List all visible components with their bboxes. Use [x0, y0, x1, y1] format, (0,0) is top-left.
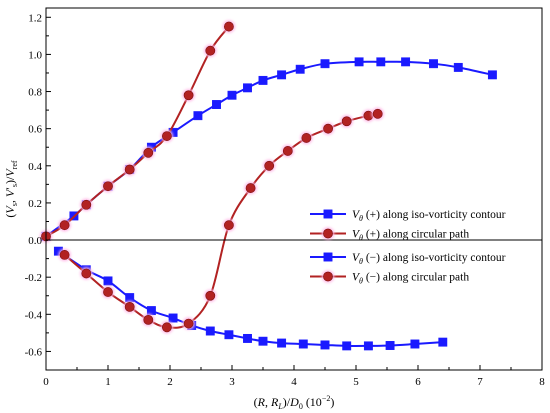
square-marker — [410, 339, 420, 349]
y-tick-label: 0.8 — [28, 87, 42, 99]
plot-frame — [45, 7, 543, 371]
square-marker — [103, 276, 113, 286]
circle-marker — [59, 220, 70, 231]
legend-marker — [323, 209, 333, 219]
circle-marker — [183, 318, 194, 329]
x-tick-label: 3 — [229, 376, 235, 388]
series-line — [45, 25, 230, 238]
circle-marker — [81, 199, 92, 210]
x-tick-label: 2 — [167, 376, 173, 388]
circle-marker — [282, 146, 293, 156]
square-marker — [277, 70, 287, 80]
circle-marker — [264, 160, 275, 171]
legend-label: Vθ (+) along iso-vorticity contour — [352, 209, 506, 223]
square-marker — [342, 341, 352, 351]
square-marker — [146, 306, 156, 316]
square-marker — [243, 333, 252, 343]
y-tick-label: 0.4 — [28, 161, 42, 173]
circle-marker — [323, 123, 333, 134]
x-tick-label: 8 — [539, 376, 545, 388]
x-tick-label: 7 — [477, 376, 483, 388]
circle-marker — [183, 90, 194, 101]
circle-marker — [223, 21, 234, 32]
square-marker — [363, 341, 373, 351]
square-marker — [295, 64, 305, 74]
square-marker — [227, 90, 237, 100]
square-marker — [376, 57, 386, 67]
square-marker — [258, 336, 268, 346]
circle-marker — [103, 181, 113, 192]
legend-entry: Vθ (−) along circular path — [310, 270, 469, 286]
square-marker — [168, 313, 178, 323]
square-marker — [320, 340, 330, 350]
legend-marker — [323, 271, 333, 282]
y-tick-label: -0.6 — [25, 346, 43, 358]
square-marker — [125, 293, 135, 303]
circle-marker — [59, 250, 70, 260]
legend-label: Vθ (−) along iso-vorticity contour — [352, 252, 506, 266]
legend-label: Vθ (−) along circular path — [352, 272, 469, 286]
square-marker — [258, 75, 268, 85]
circle-marker — [161, 131, 172, 141]
circle-marker — [81, 268, 92, 279]
square-marker — [205, 326, 215, 336]
y-tick-label: -0.2 — [25, 272, 42, 284]
square-marker — [212, 100, 221, 109]
circle-marker — [223, 220, 234, 231]
circle-marker — [205, 45, 216, 56]
legend-marker — [323, 252, 333, 262]
square-marker — [438, 337, 448, 347]
square-marker — [429, 59, 438, 69]
circle-marker — [161, 322, 172, 333]
square-marker — [401, 57, 411, 67]
square-marker — [193, 111, 203, 121]
x-tick-label: 0 — [43, 376, 49, 388]
y-tick-label: 0.6 — [28, 124, 42, 136]
y-tick-label: 0.0 — [28, 235, 42, 247]
circle-marker — [143, 314, 154, 325]
x-tick-label: 4 — [291, 376, 297, 388]
series-4 — [58, 107, 385, 334]
legend-marker — [323, 228, 333, 239]
legend-entry: Vθ (+) along iso-vorticity contour — [310, 209, 506, 223]
circle-marker — [341, 116, 352, 127]
legend-entry: Vθ (+) along circular path — [310, 227, 469, 243]
y-tick-label: 0.2 — [28, 198, 42, 210]
circle-marker — [205, 290, 216, 301]
circle-marker — [103, 287, 113, 297]
circle-marker — [301, 133, 312, 143]
x-tick-label: 1 — [105, 376, 111, 388]
circle-marker — [124, 301, 135, 312]
legend-entry: Vθ (−) along iso-vorticity contour — [310, 252, 506, 266]
square-marker — [298, 339, 308, 349]
circle-marker — [372, 108, 383, 119]
square-marker — [487, 70, 497, 80]
y-tick-label: 1.0 — [28, 49, 42, 61]
square-marker — [320, 59, 330, 69]
series-2 — [39, 20, 236, 243]
square-marker — [385, 341, 395, 350]
y-axis-label: (Vs, V′s)/Vref — [3, 160, 19, 217]
square-marker — [354, 57, 364, 67]
circle-marker — [143, 147, 154, 158]
circle-marker — [124, 164, 135, 175]
square-marker — [277, 338, 287, 348]
circle-marker — [245, 183, 256, 193]
series-3 — [53, 246, 448, 351]
x-tick-label: 6 — [415, 376, 421, 388]
legend-label: Vθ (+) along circular path — [352, 229, 469, 243]
square-marker — [243, 83, 252, 93]
y-tick-label: -0.4 — [25, 309, 43, 321]
y-tick-label: 1.2 — [28, 12, 42, 24]
square-marker — [453, 62, 463, 72]
square-marker — [224, 330, 234, 340]
x-axis-label: (R, RL)/D0 (10−2) — [254, 394, 335, 411]
x-tick-label: 5 — [353, 376, 359, 388]
